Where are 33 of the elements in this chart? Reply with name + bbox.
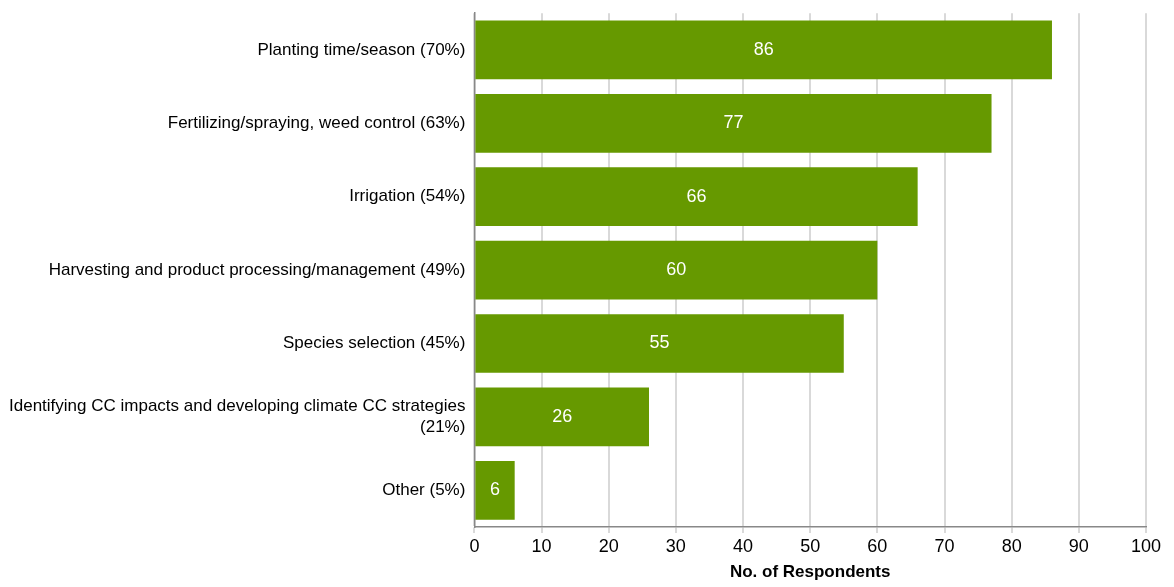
data-label: 86	[753, 38, 774, 59]
bar	[475, 93, 992, 153]
data-label: 66	[686, 185, 707, 206]
bar	[475, 20, 1052, 80]
y-tick-label: Species selection (45%)	[283, 333, 466, 353]
bar	[475, 314, 844, 373]
x-tick-label: 80	[1001, 535, 1022, 556]
x-tick-label: 60	[867, 535, 888, 556]
x-tick-label: 0	[469, 535, 480, 556]
data-label: 77	[723, 112, 744, 133]
data-label: 26	[552, 405, 573, 426]
y-tick-label: Fertilizing/spraying, weed control (63%)	[167, 112, 466, 132]
y-tick-label: Irrigation (54%)	[349, 186, 466, 206]
x-tick-label: 70	[934, 535, 955, 556]
x-tick-label: 40	[733, 535, 754, 556]
data-label: 60	[666, 259, 687, 280]
y-tick-label: Other (5%)	[382, 479, 466, 499]
bar	[475, 240, 878, 300]
bar	[475, 387, 650, 447]
x-tick-label: 90	[1068, 535, 1089, 556]
x-tick-label: 10	[531, 535, 552, 556]
data-label: 6	[490, 479, 501, 500]
y-tick-label: Planting time/season (70%)	[257, 39, 466, 59]
x-tick-label: 20	[598, 535, 619, 556]
bar	[475, 460, 515, 520]
x-tick-label: 50	[800, 535, 821, 556]
x-axis-title: No. of Respondents	[729, 562, 891, 582]
x-tick-label: 30	[665, 535, 686, 556]
y-tick-label: Harvesting and product processing/management (49%)	[48, 259, 466, 279]
x-tick-label: 100	[1130, 535, 1162, 556]
data-label: 55	[649, 332, 670, 353]
y-tick-label: Identifying CC impacts and developing climate CC strategies (21%)	[8, 396, 466, 436]
bar	[475, 167, 918, 227]
